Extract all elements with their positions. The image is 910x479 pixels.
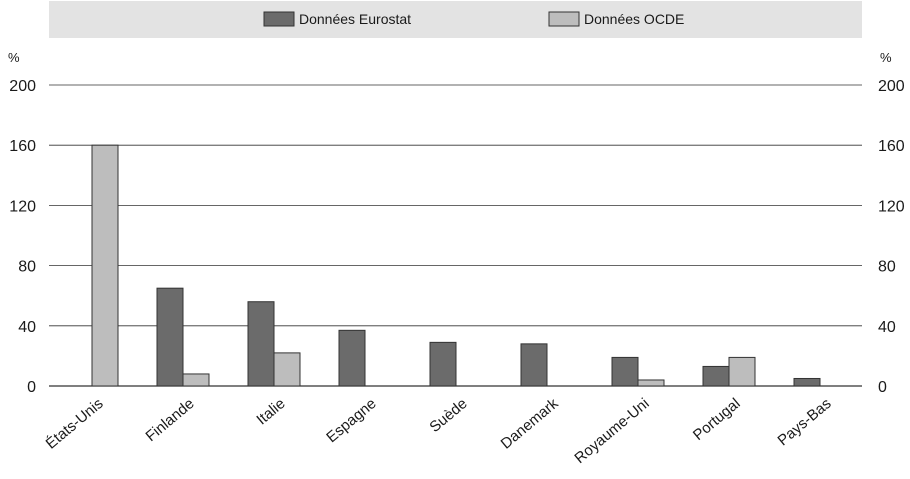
y-tick-right-200: 200	[878, 78, 905, 95]
x-category-labels: États-Unis Finlande Italie Espagne Suède Dane…	[43, 395, 835, 467]
y-tick-right-160: 160	[878, 138, 905, 155]
x-category-label-5: Danemark	[498, 395, 562, 453]
y-tick-left-160: 160	[9, 138, 36, 155]
x-category-label-0: États-Unis	[43, 395, 107, 452]
y-tick-right-120: 120	[878, 198, 905, 215]
legend: Données Eurostat Données OCDE	[263, 11, 684, 27]
legend-background	[49, 1, 862, 38]
y-tick-left-200: 200	[9, 78, 36, 95]
bar-ocde-2	[273, 352, 301, 387]
y-tick-right-0: 0	[878, 379, 887, 396]
x-category-label-7: Portugal	[690, 395, 744, 444]
bar-ocde-0	[91, 144, 119, 387]
legend-swatch-ocde	[548, 11, 580, 27]
bar-eurostat-8	[793, 377, 821, 387]
legend-swatch-eurostat	[263, 11, 295, 27]
y-tick-left-120: 120	[9, 198, 36, 215]
y-tick-left-40: 40	[18, 319, 36, 336]
x-category-label-1: Finlande	[143, 395, 198, 445]
bar-ocde-1	[182, 373, 210, 387]
legend-item-ocde: Données OCDE	[548, 11, 684, 27]
legend-item-eurostat: Données Eurostat	[263, 11, 411, 27]
x-category-label-4: Suède	[426, 395, 470, 436]
y-tick-left-80: 80	[18, 259, 36, 276]
y-unit-right: %	[880, 50, 892, 65]
bar-eurostat-2	[247, 301, 275, 387]
bar-eurostat-1	[156, 287, 184, 387]
x-category-label-6: Royaume-Uni	[571, 395, 652, 467]
bar-eurostat-5	[520, 343, 548, 387]
y-tick-left-0: 0	[27, 379, 36, 396]
x-category-label-3: Espagne	[323, 395, 379, 446]
y-tick-labels: 0 0 40 40 80 80 120 120 160 160 200 200	[9, 78, 905, 396]
x-category-label-8: Pays-Bas	[774, 395, 834, 449]
x-category-label-2: Italie	[253, 395, 288, 428]
bar-eurostat-3	[338, 329, 366, 387]
y-tick-right-40: 40	[878, 319, 896, 336]
y-tick-right-80: 80	[878, 259, 896, 276]
bars	[91, 144, 821, 387]
legend-label-eurostat: Données Eurostat	[299, 11, 411, 27]
bar-eurostat-4	[429, 341, 457, 387]
legend-label-ocde: Données OCDE	[584, 11, 684, 27]
bar-eurostat-6	[611, 356, 639, 387]
bar-eurostat-7	[702, 365, 730, 387]
y-unit-left: %	[8, 50, 20, 65]
bar-ocde-7	[728, 356, 756, 387]
bar-ocde-6	[637, 379, 665, 387]
